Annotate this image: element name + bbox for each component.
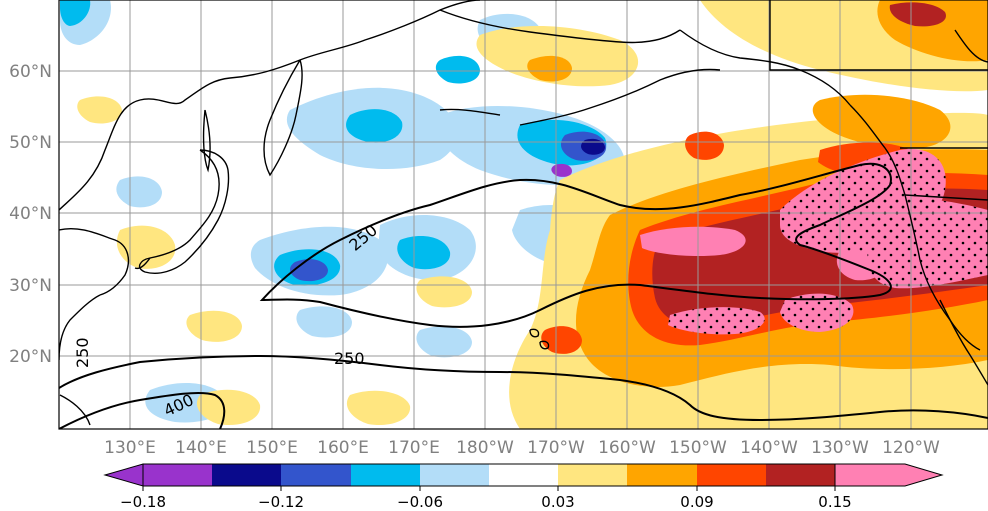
colorbar-tick-labels: −0.18 −0.12 −0.06 0.03 0.09 0.15 (120, 493, 852, 511)
colorbar-segment (558, 464, 627, 486)
anomaly-shading (60, 0, 988, 429)
colorbar-tick-label: −0.12 (258, 493, 304, 511)
colorbar-tick-label: 0.09 (680, 493, 713, 511)
lon-label: 150°W (669, 438, 727, 458)
colorbar-tick-label: 0.03 (541, 493, 574, 511)
colorbar-arrow-low (103, 463, 144, 487)
lon-label: 160°E (317, 438, 369, 458)
lon-label: 140°W (740, 438, 798, 458)
colorbar-segment (766, 464, 835, 486)
lat-label: 20°N (9, 347, 52, 367)
colorbar-ticks (142, 486, 836, 491)
lat-label: 60°N (9, 62, 52, 82)
contour-label-250-west: 250 (73, 337, 92, 368)
colorbar-segment (281, 464, 351, 486)
lat-label: 50°N (9, 133, 52, 153)
colorbar-segment (212, 464, 281, 486)
colorbar-segment (627, 464, 697, 486)
lon-label: 170°W (527, 438, 585, 458)
gridlines (59, 0, 988, 429)
map-frame (58, 0, 988, 430)
colorbar-segment (697, 464, 766, 486)
lon-label: 140°E (175, 438, 227, 458)
colorbar-segment (420, 464, 489, 486)
lat-label: 40°N (9, 204, 52, 224)
lon-label: 180°W (456, 438, 514, 458)
lat-labels: 60°N 50°N 40°N 30°N 20°N (9, 62, 52, 367)
lon-label: 170°E (388, 438, 440, 458)
map-panel: 250 250 400 250 (59, 0, 988, 429)
colorbar-segment (143, 464, 212, 486)
contour-label-250-south: 250 (334, 349, 365, 368)
lon-label: 130°E (104, 438, 156, 458)
colorbar-arrow-high (834, 463, 944, 487)
lon-labels: 130°E 140°E 150°E 160°E 170°E 180°W 170°… (104, 438, 940, 458)
lon-label: 120°W (882, 438, 940, 458)
mean-contours (59, 162, 988, 429)
colorbar: −0.18 −0.12 −0.06 0.03 0.09 0.15 (103, 463, 944, 511)
lon-label: 150°E (246, 438, 298, 458)
coastlines (59, 0, 988, 426)
colorbar-tick-label: 0.15 (818, 493, 851, 511)
lon-label: 160°W (598, 438, 656, 458)
colorbar-segment (351, 464, 420, 486)
lon-label: 130°W (811, 438, 869, 458)
colorbar-tick-label: −0.06 (397, 493, 443, 511)
colorbar-frame (142, 463, 836, 487)
colorbar-segment (489, 464, 558, 486)
colorbar-tick-label: −0.18 (120, 493, 166, 511)
lat-label: 30°N (9, 276, 52, 296)
